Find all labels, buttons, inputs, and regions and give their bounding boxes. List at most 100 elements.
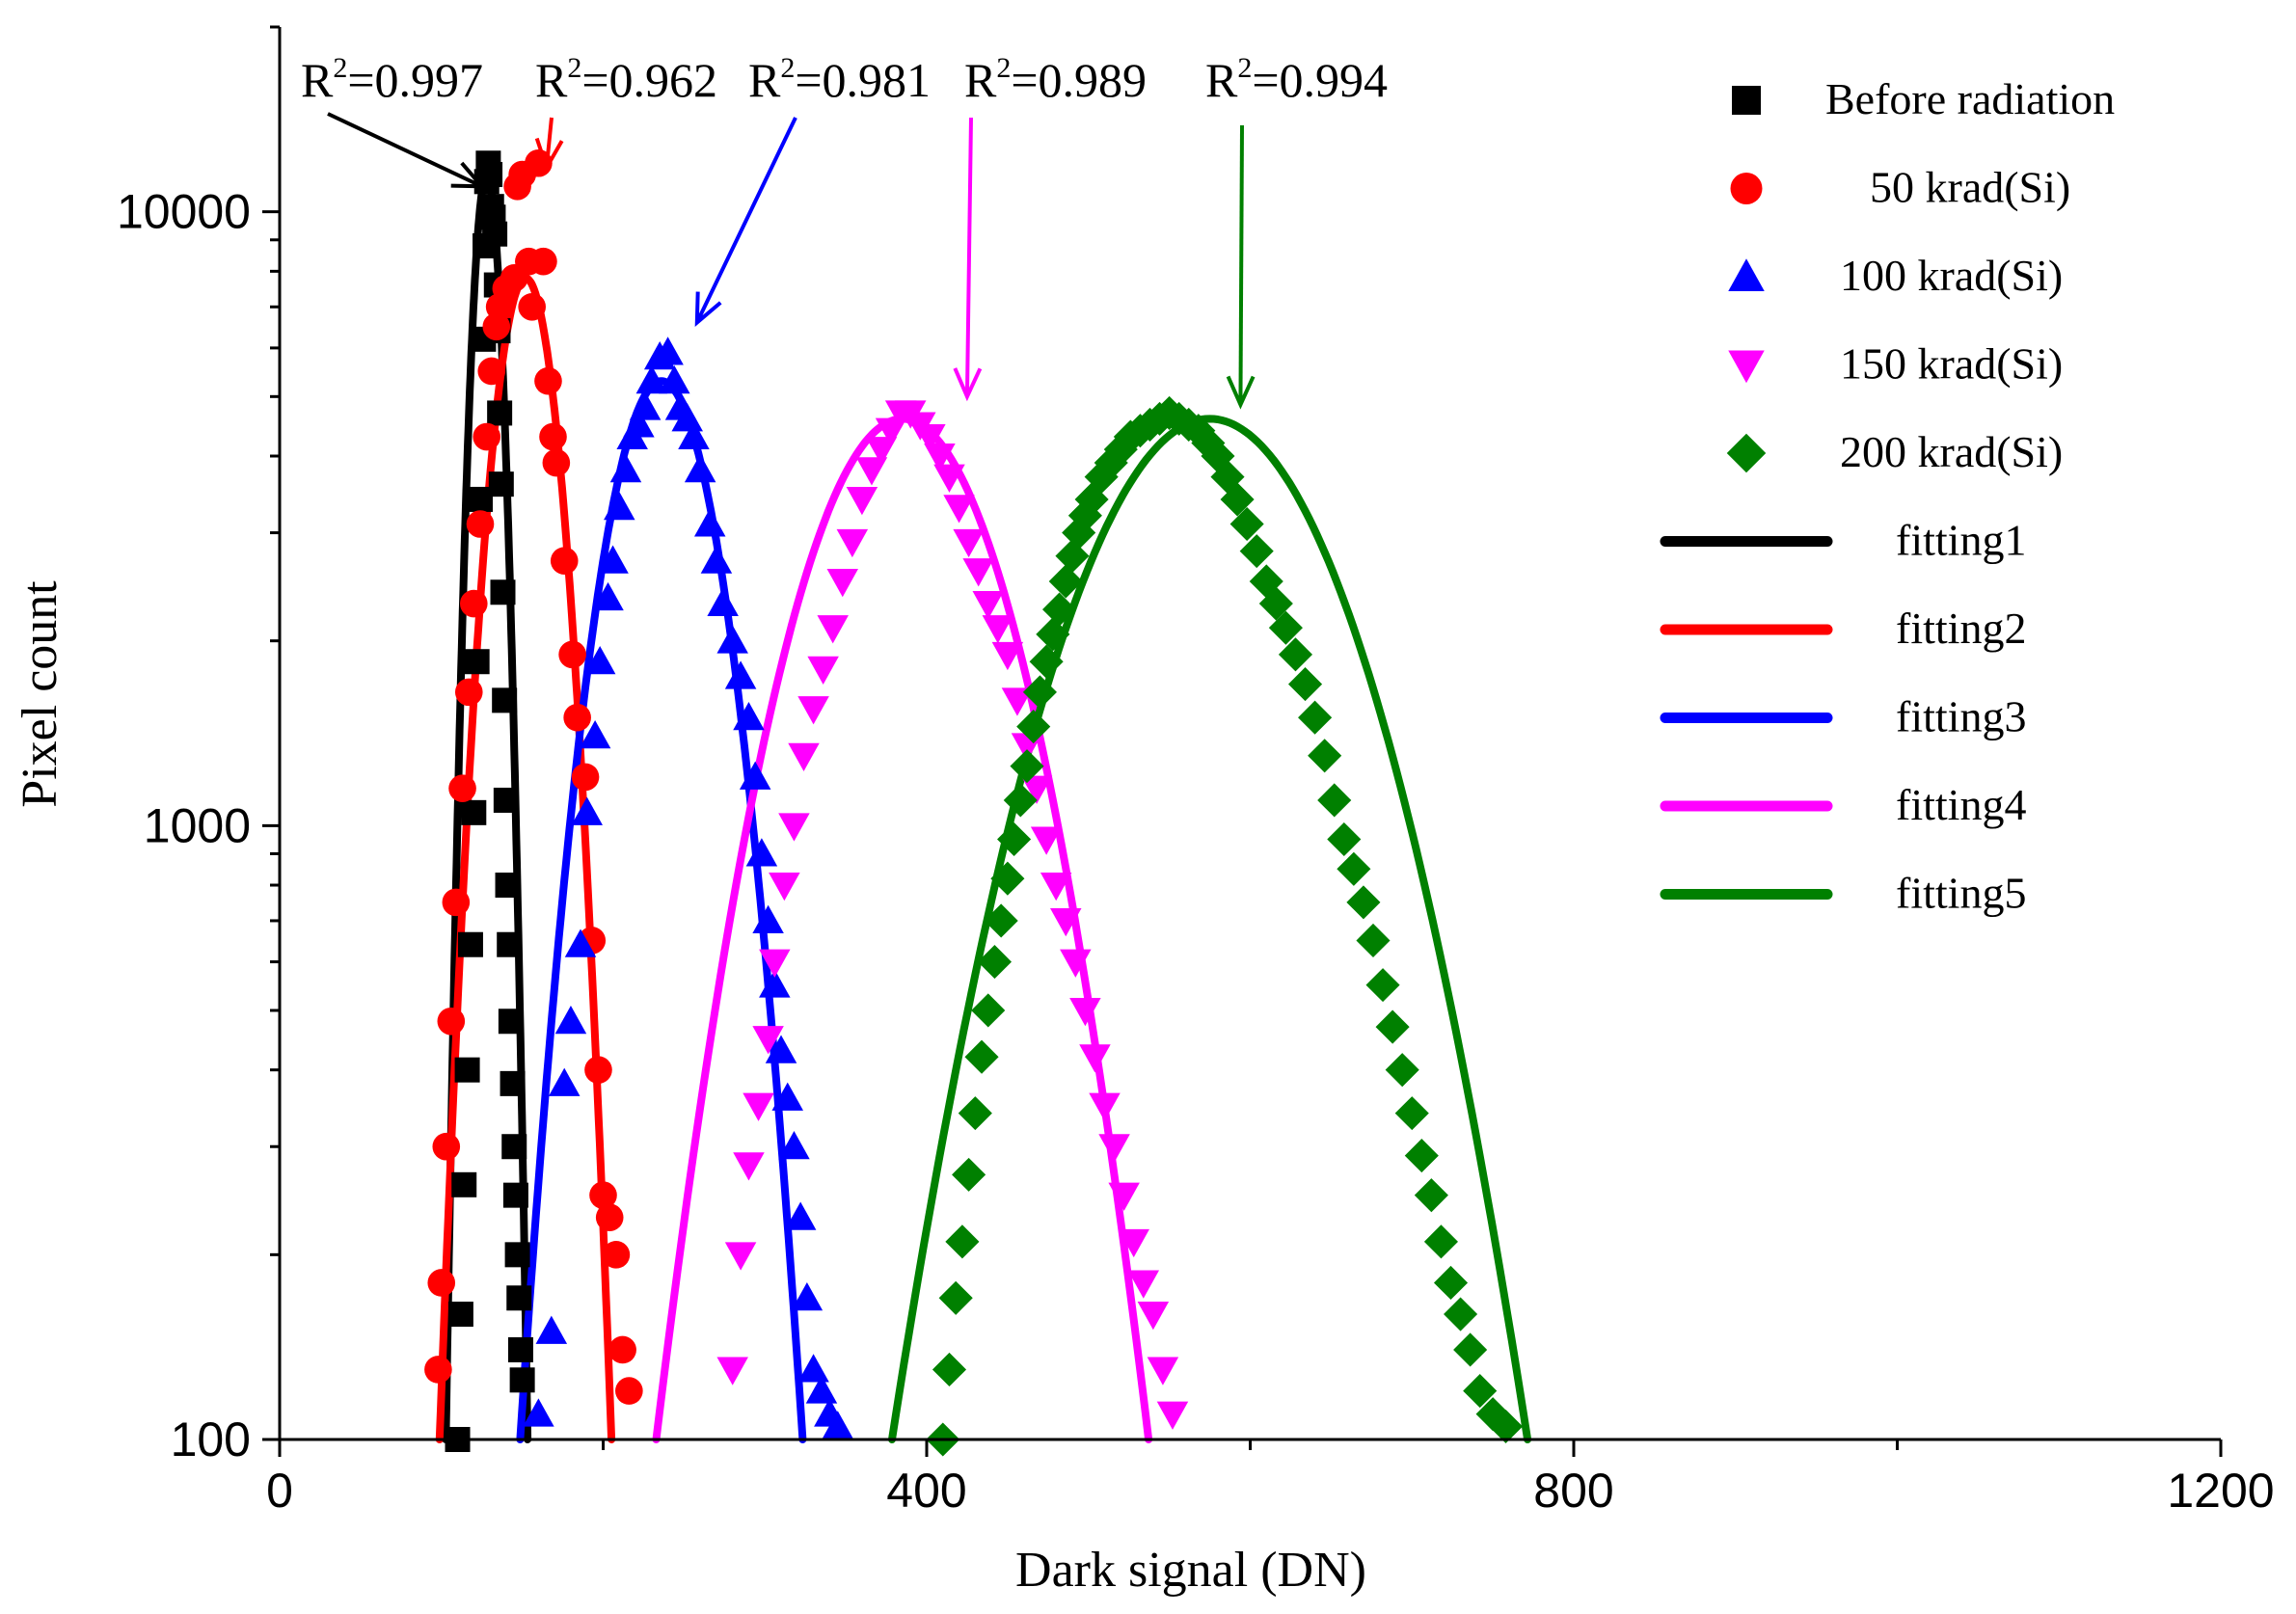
data-point <box>759 949 791 978</box>
data-point <box>1444 1297 1478 1332</box>
data-point <box>739 761 771 790</box>
data-point <box>454 1057 480 1083</box>
x-tick-label: 400 <box>886 1464 966 1518</box>
r2-label: R2=0.997 <box>301 52 483 107</box>
data-point <box>752 904 784 933</box>
data-point <box>534 366 562 395</box>
data-point <box>583 645 616 675</box>
data-point <box>1317 783 1352 818</box>
data-point <box>477 162 503 188</box>
data-point <box>427 1269 456 1297</box>
data-point <box>943 495 975 524</box>
data-point <box>589 1181 617 1209</box>
data-point <box>1156 1401 1189 1430</box>
data-point <box>1220 482 1255 517</box>
y-tick-label: 100 <box>171 1412 251 1466</box>
data-point <box>602 1241 631 1269</box>
data-point <box>482 221 508 247</box>
series-2-points <box>424 148 643 1405</box>
data-point <box>1414 1178 1448 1213</box>
data-point <box>1191 425 1226 461</box>
data-point <box>1433 1265 1469 1301</box>
data-point <box>997 821 1032 857</box>
data-point <box>539 422 567 451</box>
legend-label: 100 krad(Si) <box>1840 251 2063 300</box>
legend-marker <box>1728 258 1765 291</box>
data-point <box>759 969 791 998</box>
data-point <box>982 615 1014 644</box>
data-point <box>608 1335 636 1364</box>
data-point <box>805 1375 838 1404</box>
data-point <box>502 1182 528 1208</box>
data-point <box>684 453 716 483</box>
data-point <box>437 1007 466 1036</box>
data-point <box>609 453 642 483</box>
data-point <box>1337 851 1371 886</box>
data-point <box>991 641 1024 671</box>
legend-label: fitting2 <box>1896 604 2026 653</box>
data-point <box>822 1411 853 1439</box>
legend-marker <box>1732 86 1761 115</box>
data-point <box>1375 1009 1410 1044</box>
data-point <box>523 1398 554 1427</box>
legend-label: 50 krad(Si) <box>1870 163 2070 212</box>
data-point <box>497 931 523 957</box>
data-point <box>1463 1374 1498 1409</box>
data-point <box>938 1280 973 1315</box>
data-point <box>451 1171 477 1197</box>
y-axis-label: Pixel count <box>13 580 68 808</box>
data-point <box>716 1357 748 1385</box>
data-point <box>797 1354 829 1383</box>
data-point <box>554 1006 587 1035</box>
data-point <box>1258 586 1293 621</box>
data-point <box>778 813 810 842</box>
data-point <box>1287 667 1323 702</box>
series-4-points <box>716 400 1189 1430</box>
data-point <box>1020 775 1053 804</box>
data-point <box>1042 592 1077 627</box>
legend-label: fitting4 <box>1896 780 2026 829</box>
data-point <box>788 742 820 772</box>
data-point <box>1365 968 1400 1003</box>
data-point <box>1268 610 1303 645</box>
data-point <box>1327 821 1362 857</box>
data-point <box>550 547 579 575</box>
data-point <box>447 1302 473 1328</box>
y-tick-label: 10000 <box>117 185 251 239</box>
data-point <box>700 545 733 574</box>
data-point <box>466 510 495 538</box>
data-point <box>745 838 778 867</box>
r2-arrow <box>544 117 554 169</box>
data-point <box>971 993 1006 1028</box>
data-point <box>865 437 898 466</box>
data-point <box>1137 1302 1170 1331</box>
series-3-points <box>523 336 853 1439</box>
r2-arrow <box>327 112 483 189</box>
data-point <box>1001 687 1034 716</box>
data-point <box>707 587 739 617</box>
data-point <box>579 720 611 749</box>
data-point <box>1089 1092 1121 1121</box>
r2-label: R2=0.994 <box>1205 52 1388 107</box>
data-point <box>945 1224 980 1259</box>
legend-label: 150 krad(Si) <box>1840 339 2063 389</box>
legend-label: fitting3 <box>1896 692 2026 741</box>
data-point <box>477 357 506 386</box>
data-point <box>1356 923 1391 957</box>
data-point <box>424 1356 452 1384</box>
data-point <box>932 1352 967 1387</box>
data-point <box>769 873 800 901</box>
r2-label: R2=0.989 <box>964 52 1147 107</box>
legend-label: fitting5 <box>1896 869 2026 918</box>
data-point <box>1016 710 1051 744</box>
data-point <box>771 1082 803 1111</box>
data-point <box>733 1152 765 1181</box>
data-point <box>1404 1139 1439 1173</box>
data-point <box>604 491 635 521</box>
data-point <box>529 247 557 276</box>
data-point <box>826 568 859 598</box>
data-point <box>518 292 546 321</box>
data-point <box>984 903 1018 938</box>
data-point <box>1453 1332 1488 1367</box>
data-point <box>836 528 869 558</box>
